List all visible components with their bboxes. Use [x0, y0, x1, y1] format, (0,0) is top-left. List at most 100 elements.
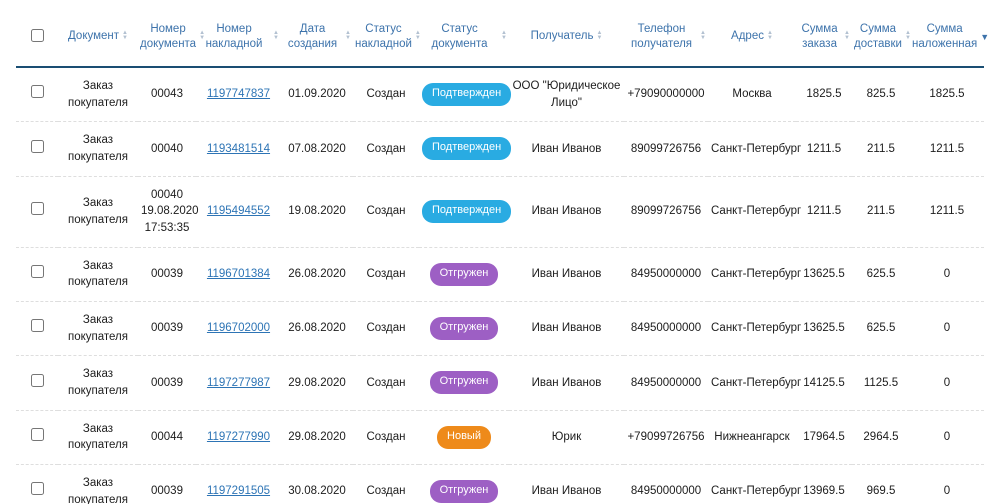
cell-invoice-number: 1197277987 [196, 355, 281, 411]
cell-doc-number: 00039 [138, 300, 196, 356]
row-select-cell [16, 67, 58, 122]
cell-doc-status: Отгружен [419, 300, 509, 356]
row-select-cell [16, 300, 58, 356]
row-checkbox[interactable] [30, 482, 44, 496]
table-header-row: Документ ▲ ▼ Номер документа ▲ ▼ Номер накладн… [16, 10, 989, 68]
cell-delivery-sum: 2964.5 [852, 409, 910, 465]
cell-created-date: 30.08.2020 [281, 463, 353, 504]
column-header-phone[interactable]: Телефон получателя ▲ ▼ [624, 10, 708, 68]
row-checkbox[interactable] [30, 427, 44, 441]
cell-doc-number: 00039 [138, 355, 196, 411]
status-badge: Подтвержден [422, 137, 512, 161]
invoice-link[interactable]: 1196702000 [206, 322, 271, 335]
cell-created-date: 29.08.2020 [281, 355, 353, 411]
cell-document: Заказ покупателя [58, 175, 138, 248]
cell-doc-status: Отгружен [419, 246, 509, 302]
row-select-cell [16, 409, 58, 465]
cell-created-date: 26.08.2020 [281, 300, 353, 356]
cell-order-sum: 17964.5 [796, 409, 852, 465]
select-all-checkbox[interactable] [30, 28, 44, 42]
sort-icon: ▲ ▼ [122, 29, 128, 41]
cell-created-date: 01.09.2020 [288, 88, 346, 101]
cell-address: Москва [732, 88, 772, 101]
table-row: Заказ покупателя 00040 19.08.2020 17:53:3… [16, 175, 984, 248]
column-header-cod-sum[interactable]: Сумма наложенная ▼ [910, 10, 989, 68]
row-select-cell [16, 175, 58, 248]
row-checkbox[interactable] [30, 85, 44, 99]
sort-icon: ▲ ▼ [700, 29, 706, 41]
status-badge: Отгружен [429, 480, 499, 504]
table-row: Заказ покупателя 00039 1196702000 26.08.202… [16, 300, 984, 356]
row-checkbox[interactable] [30, 319, 44, 333]
column-label: Статус документа [431, 23, 488, 50]
row-select-cell [16, 355, 58, 411]
cell-cod-sum: 0 [910, 355, 984, 411]
cell-invoice-number: 1197291505 [196, 463, 281, 504]
column-header-document[interactable]: Документ ▲ ▼ [58, 10, 138, 68]
column-label: Сумма наложенная [912, 23, 978, 50]
cell-recipient: Иван Иванов [509, 355, 624, 411]
cell-document: Заказ покупателя [58, 300, 138, 356]
cell-address: Нижнеангарск [708, 409, 796, 465]
cell-invoice-status: Создан [366, 88, 406, 101]
cell-recipient: Юрик [509, 409, 624, 465]
cell-cod-sum: 0 [910, 463, 984, 504]
cell-delivery-sum: 211.5 [852, 175, 910, 248]
cell-invoice-number: 1193481514 [196, 121, 281, 177]
row-checkbox[interactable] [30, 373, 44, 387]
cell-cod-sum: 0 [910, 246, 984, 302]
sort-icon: ▲ ▼ [199, 29, 206, 41]
cell-created-date: 26.08.2020 [281, 246, 353, 302]
row-select-cell [16, 246, 58, 302]
column-label: Получатель [530, 30, 594, 43]
select-all-cell [16, 10, 58, 68]
column-header-order-sum[interactable]: Сумма заказа ▲ ▼ [796, 10, 852, 68]
cell-document: Заказ покупателя [58, 355, 138, 411]
cell-delivery-sum: 625.5 [852, 300, 910, 356]
table-row: Заказ покупателя 00039 1196701384 26.08.202… [16, 246, 984, 302]
column-header-created-date[interactable]: Дата создания ▲ ▼ [281, 10, 353, 68]
cell-doc-number: 00040 [138, 121, 196, 177]
cell-invoice-status: Создан [353, 300, 419, 356]
cell-phone: 89099726756 [624, 175, 708, 248]
column-header-doc-number[interactable]: Номер документа ▲ ▼ [138, 10, 205, 68]
column-header-invoice-number[interactable]: Номер накладной ▲ ▼ [196, 10, 281, 68]
cell-cod-sum: 0 [910, 300, 984, 356]
row-checkbox[interactable] [30, 139, 44, 153]
column-header-address[interactable]: Адрес ▲ ▼ [708, 10, 796, 68]
cell-invoice-status: Создан [353, 246, 419, 302]
invoice-link[interactable]: 1197291505 [206, 485, 271, 498]
cell-delivery-sum: 1125.5 [852, 355, 910, 411]
column-header-delivery-sum[interactable]: Сумма доставки ▲ ▼ [852, 10, 911, 68]
cell-doc-status: Новый [419, 409, 509, 465]
cell-address: Санкт-Петербург [708, 121, 801, 177]
invoice-link[interactable]: 1196701384 [206, 267, 271, 280]
column-header-recipient[interactable]: Получатель ▲ ▼ [509, 10, 624, 68]
invoice-link[interactable]: 1193481514 [206, 142, 271, 155]
row-select-cell [16, 463, 58, 504]
row-checkbox[interactable] [30, 202, 44, 216]
cell-address: Санкт-Петербург [708, 175, 801, 248]
invoice-link[interactable]: 1195494552 [206, 205, 271, 218]
cell-doc-number: 00043 [151, 88, 183, 101]
invoice-link[interactable]: 1197277987 [206, 376, 271, 389]
sort-desc-icon: ▼ [980, 31, 990, 42]
cell-doc-number: 00040 19.08.2020 17:53:35 [138, 175, 199, 248]
sort-icon: ▲ ▼ [414, 29, 421, 41]
invoice-link[interactable]: 1197747837 [206, 88, 271, 101]
invoice-link[interactable]: 1197277990 [206, 430, 271, 443]
cell-doc-number: 00044 [138, 409, 196, 465]
status-badge: Подтвержден [422, 200, 512, 224]
cell-document: Заказ покупателя [58, 463, 138, 504]
table-row: Заказ покупателя 00040 1193481514 07.08.202… [16, 121, 984, 177]
row-checkbox[interactable] [30, 264, 44, 278]
cell-invoice-number: 1196702000 [196, 300, 281, 356]
cell-cod-sum: 1211.5 [910, 121, 984, 177]
cell-order-sum: 14125.5 [796, 355, 852, 411]
status-badge: Новый [437, 425, 491, 449]
column-header-doc-status[interactable]: Статус документа ▲ ▼ [419, 10, 509, 68]
column-header-invoice-status[interactable]: Статус накладной ▲ ▼ [353, 10, 421, 68]
cell-delivery-sum: 969.5 [852, 463, 910, 504]
cell-recipient: Иван Иванов [509, 121, 624, 177]
